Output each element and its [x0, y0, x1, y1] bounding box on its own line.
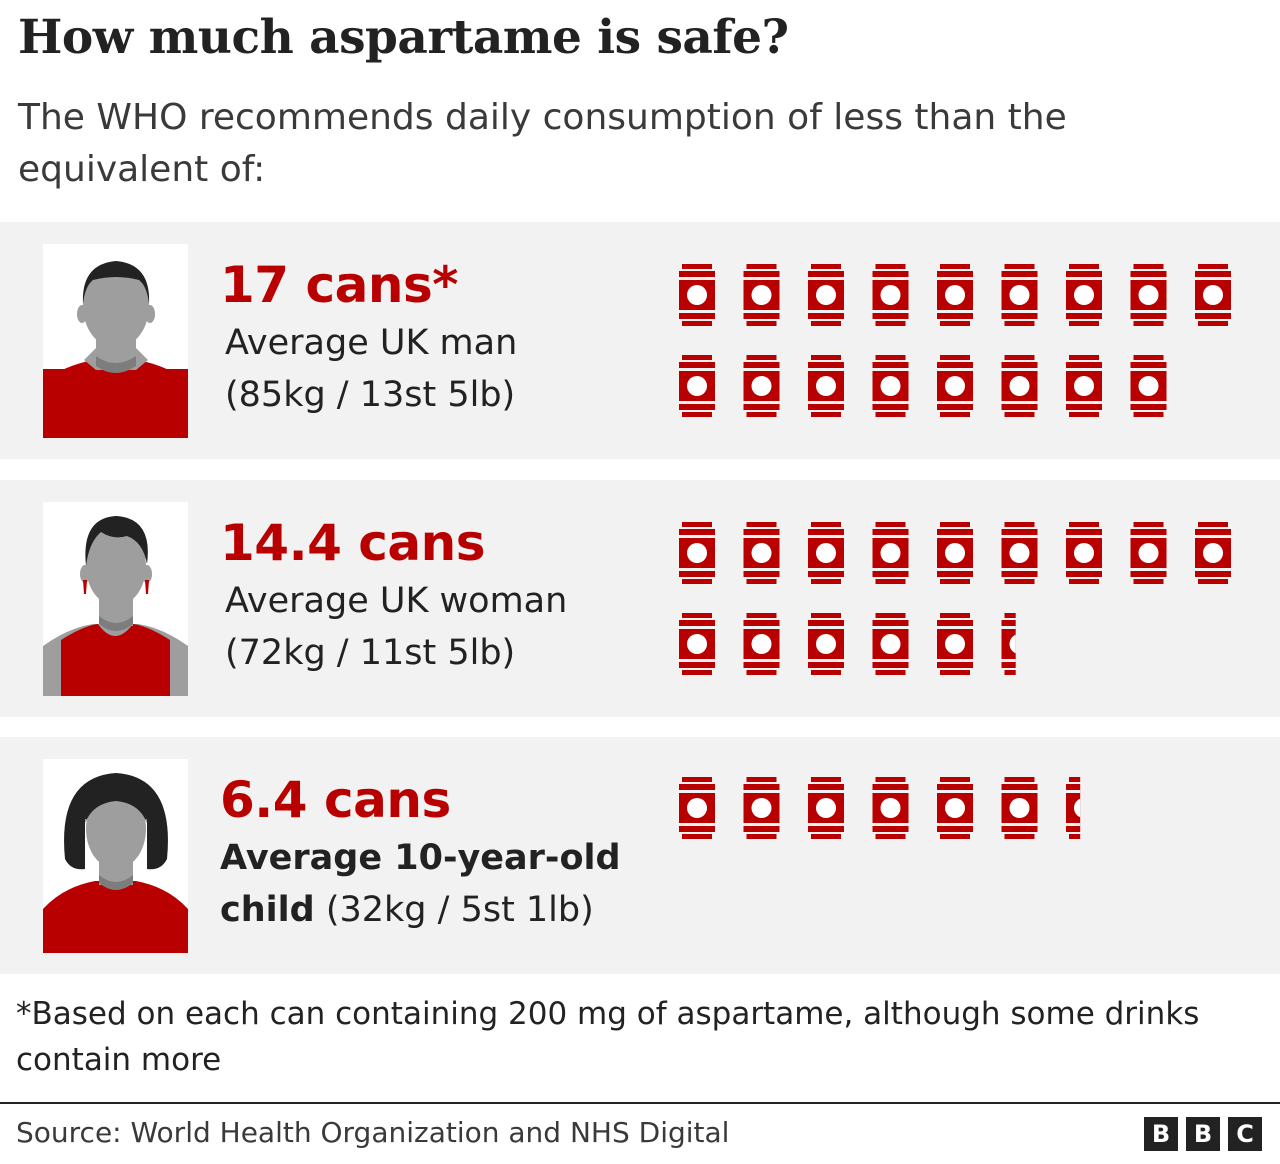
partial-can-icon — [1066, 777, 1081, 839]
can-icon — [808, 355, 844, 417]
can-row-child — [678, 775, 1268, 945]
can-icon — [679, 777, 715, 839]
label-woman: Average UK woman (72kg / 11st 5lb) — [225, 575, 567, 679]
can-icon — [1130, 522, 1167, 584]
can-icon — [872, 613, 909, 675]
can-icon — [679, 522, 715, 584]
row-panel-woman: 14.4 cans Average UK woman (72kg / 11st … — [0, 480, 1280, 717]
chart-subtitle: The WHO recommends daily consumption of … — [18, 97, 1067, 190]
can-icon — [937, 264, 973, 326]
can-icon — [743, 522, 780, 584]
can-icon — [808, 522, 844, 584]
can-icon — [679, 355, 715, 417]
can-row-woman — [678, 520, 1268, 690]
label-child-line2-rest: (32kg / 5st 1lb) — [314, 890, 594, 930]
can-icon — [1066, 522, 1102, 584]
can-icon — [1001, 777, 1038, 839]
row-panel-child: 6.4 cans Average 10-year-old child (32kg… — [0, 737, 1280, 974]
can-icon — [743, 613, 780, 675]
can-icon — [872, 777, 909, 839]
can-icon — [1195, 522, 1231, 584]
can-icon — [743, 264, 780, 326]
can-icon — [1001, 355, 1038, 417]
label-child: Average 10-year-old child (32kg / 5st 1l… — [220, 832, 621, 936]
can-icon — [743, 355, 780, 417]
woman-avatar-icon — [43, 502, 188, 696]
bbc-logo: B B C — [1144, 1117, 1262, 1151]
can-icon — [743, 777, 780, 839]
label-child-line2-bold: child — [220, 890, 315, 930]
man-avatar-icon — [43, 244, 188, 438]
label-woman-line2: (72kg / 11st 5lb) — [225, 633, 516, 673]
bbc-logo-letter: C — [1228, 1117, 1262, 1151]
can-icon — [1066, 264, 1102, 326]
bbc-logo-letter: B — [1144, 1117, 1178, 1151]
partial-can-icon — [1001, 613, 1016, 675]
can-icon — [937, 355, 973, 417]
value-label-child: 6.4 cans — [220, 771, 451, 829]
can-icon — [679, 613, 715, 675]
can-icon — [872, 522, 909, 584]
label-man-line2: (85kg / 13st 5lb) — [225, 375, 516, 415]
can-icon — [872, 355, 909, 417]
label-woman-line1: Average UK woman — [225, 581, 568, 621]
can-pictogram — [679, 777, 1081, 839]
can-icon — [937, 522, 973, 584]
footnote: *Based on each can containing 200 mg of … — [16, 996, 1200, 1078]
label-man: Average UK man (85kg / 13st 5lb) — [225, 317, 517, 421]
child-avatar-icon — [43, 759, 188, 953]
can-icon — [872, 264, 909, 326]
can-icon — [1066, 355, 1102, 417]
can-pictogram — [679, 264, 1231, 417]
can-icon — [808, 613, 844, 675]
can-pictogram — [679, 522, 1231, 675]
can-icon — [937, 777, 973, 839]
can-row-man — [678, 262, 1268, 432]
can-icon — [1130, 264, 1167, 326]
label-child-line1: Average 10-year-old — [220, 838, 621, 878]
value-label-woman: 14.4 cans — [220, 514, 486, 572]
can-icon — [679, 264, 715, 326]
row-panel-man: 17 cans* Average UK man (85kg / 13st 5lb… — [0, 222, 1280, 459]
source-note: Source: World Health Organization and NH… — [16, 1116, 730, 1149]
can-icon — [808, 264, 844, 326]
can-icon — [1001, 522, 1038, 584]
chart-title: How much aspartame is safe? — [18, 10, 789, 65]
can-icon — [1130, 355, 1167, 417]
divider — [0, 1102, 1280, 1104]
value-label-man: 17 cans* — [220, 256, 458, 314]
can-icon — [808, 777, 844, 839]
can-icon — [937, 613, 973, 675]
label-child-line2: child (32kg / 5st 1lb) — [220, 884, 621, 936]
can-icon — [1195, 264, 1231, 326]
can-icon — [1001, 264, 1038, 326]
label-man-line1: Average UK man — [225, 323, 518, 363]
bbc-logo-letter: B — [1186, 1117, 1220, 1151]
